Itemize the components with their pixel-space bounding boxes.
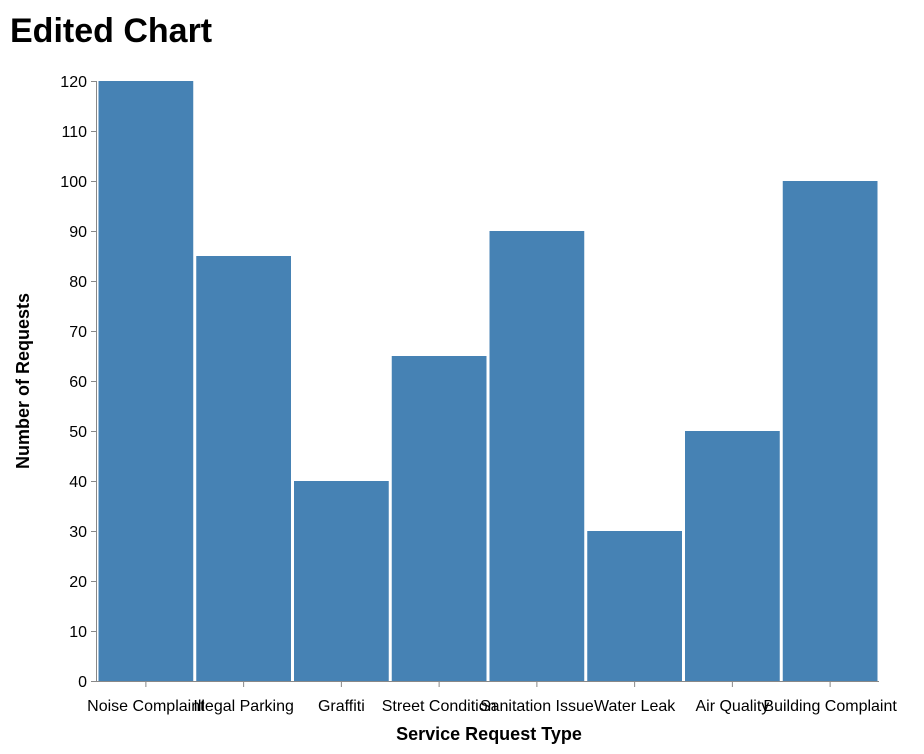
bar [196,256,291,681]
x-tick-label: Building Complaint [763,698,897,715]
bar [489,231,585,681]
x-tick-label: Air Quality [695,698,769,715]
x-tick-label: Sanitation Issue [480,698,594,715]
y-tick-label: 10 [69,624,87,641]
bar [587,531,682,681]
bars [98,81,878,681]
bar [685,431,780,681]
bar [782,181,878,681]
x-tick-label: Noise Complaint [87,698,205,715]
x-tick-label: Water Leak [594,698,676,715]
bar [294,481,389,681]
y-tick-label: 80 [69,274,87,291]
chart-title: Edited Chart [10,12,212,50]
bar [391,356,487,681]
x-tick-label: Street Condition [382,698,497,715]
y-tick-label: 40 [69,474,87,491]
y-tick-label: 90 [69,224,87,241]
y-axis: 0 10 20 30 40 50 60 70 80 90 100 110 120 [60,74,97,691]
y-axis-title: Number of Requests [13,293,33,469]
y-tick-label: 100 [60,174,87,191]
y-tick-label: 0 [78,674,87,691]
y-tick-label: 20 [69,574,87,591]
x-tick-label: Illegal Parking [193,698,294,715]
y-tick-label: 50 [69,424,87,441]
y-tick-label: 60 [69,374,87,391]
y-tick-label: 70 [69,324,87,341]
x-axis-title: Service Request Type [396,724,582,744]
bar [98,81,194,681]
y-tick-label: 120 [60,74,87,91]
y-tick-label: 110 [61,124,87,141]
x-tick-label: Graffiti [318,698,365,715]
y-tick-label: 30 [69,524,87,541]
